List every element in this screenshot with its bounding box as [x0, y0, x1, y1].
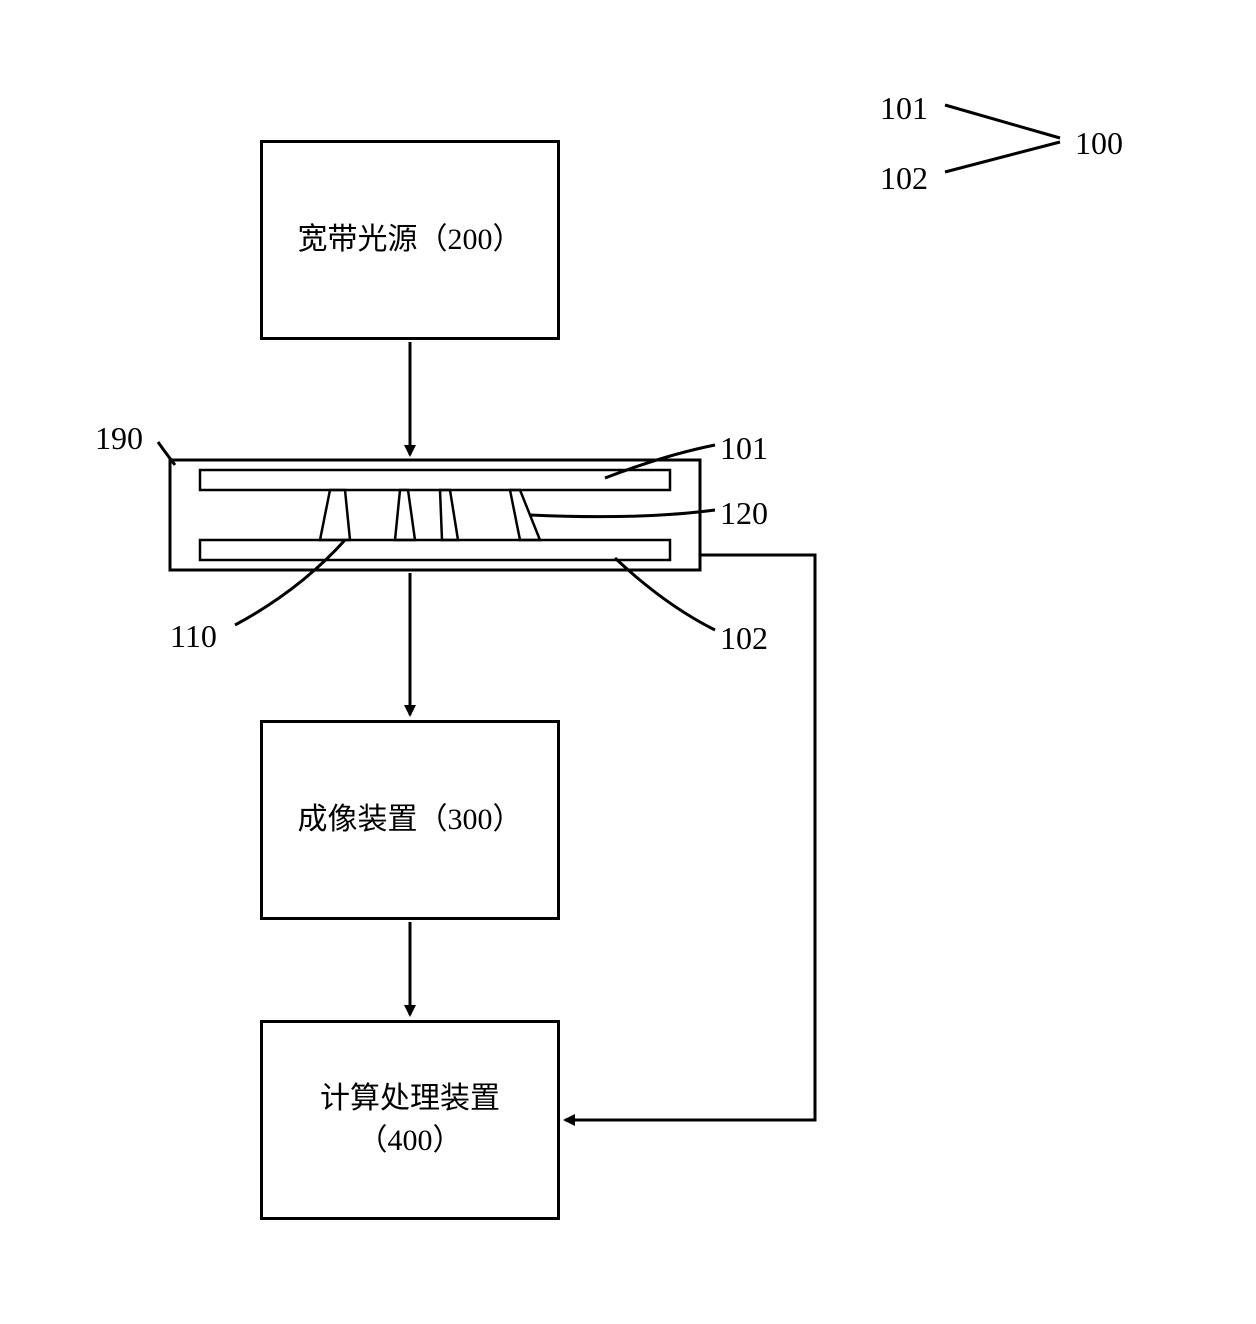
block-diagram: 宽带光源（200） 成像装置（300） 计算处理装置 （400） 101 102… — [0, 0, 1256, 1324]
label-190: 190 — [95, 420, 143, 457]
device-assembly — [170, 460, 700, 570]
box-processor-line1: 计算处理装置 — [320, 1078, 500, 1120]
box-imaging-device: 成像装置（300） — [260, 720, 560, 920]
label-101: 101 — [720, 430, 768, 467]
box-processor-text: 计算处理装置 （400） — [320, 1078, 500, 1162]
label-120: 120 — [720, 495, 768, 532]
label-110: 110 — [170, 618, 217, 655]
box-light-source: 宽带光源（200） — [260, 140, 560, 340]
box-processor: 计算处理装置 （400） — [260, 1020, 560, 1220]
label-102: 102 — [720, 620, 768, 657]
box-processor-line2: （400） — [320, 1120, 500, 1162]
label-legend-100: 100 — [1075, 125, 1123, 162]
box-light-source-text: 宽带光源（200） — [298, 219, 523, 261]
box-imaging-device-text: 成像装置（300） — [298, 799, 523, 841]
label-legend-102: 102 — [880, 160, 928, 197]
label-legend-101: 101 — [880, 90, 928, 127]
diagram-svg — [0, 0, 1256, 1324]
